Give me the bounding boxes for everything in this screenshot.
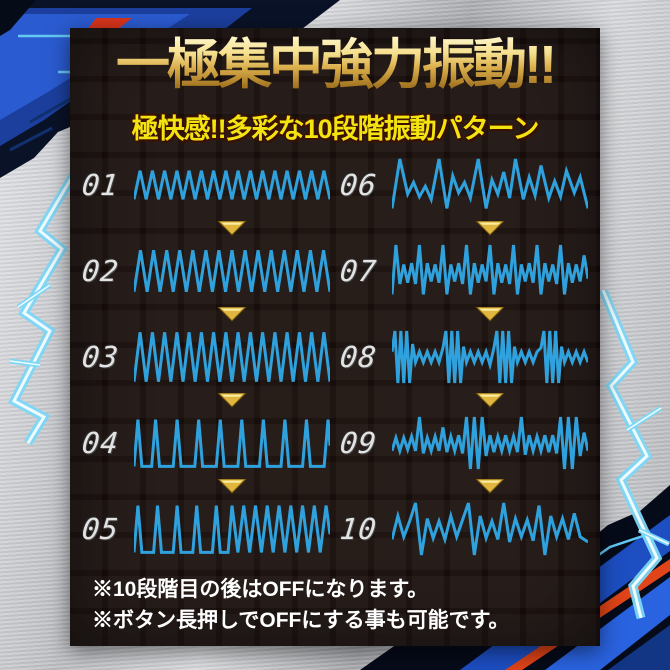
pattern-waveform bbox=[392, 157, 588, 213]
pattern-column-left: 01 02 03 04 05 bbox=[80, 154, 330, 560]
pattern-waveform bbox=[134, 329, 330, 385]
pattern-waveform bbox=[134, 243, 330, 299]
pattern-number: 06 bbox=[338, 168, 379, 202]
title-part-serif: 一極集中 bbox=[116, 35, 323, 95]
down-arrow-icon bbox=[340, 216, 588, 240]
pattern-number: 09 bbox=[338, 426, 379, 460]
down-arrow-icon bbox=[340, 388, 588, 412]
pattern-row: 02 bbox=[80, 240, 330, 302]
pattern-waveform bbox=[392, 415, 588, 471]
pattern-row: 05 bbox=[80, 498, 330, 560]
pattern-grid: 01 02 03 04 05 06 07 08 09 10 bbox=[70, 146, 600, 560]
pattern-waveform bbox=[134, 157, 330, 213]
subtitle: 極快感!!多彩な10段階振動パターン bbox=[131, 114, 540, 144]
pattern-number: 10 bbox=[338, 512, 379, 546]
lightning-bolt-left bbox=[7, 165, 82, 445]
down-arrow-icon bbox=[340, 302, 588, 326]
main-panel: 一極集中強力振動!! 極快感!!多彩な10段階振動パターン 01 02 03 04 05… bbox=[70, 28, 600, 646]
footnotes: ※10段階目の後はOFFになります。 ※ボタン長押しでOFFにする事も可能です。 bbox=[70, 560, 600, 636]
pattern-waveform bbox=[134, 415, 330, 471]
footnote-line-1: ※10段階目の後はOFFになります。 bbox=[92, 578, 429, 601]
pattern-row: 10 bbox=[338, 498, 588, 560]
pattern-number: 05 bbox=[80, 512, 121, 546]
down-arrow-icon bbox=[82, 388, 330, 412]
pattern-row: 08 bbox=[338, 326, 588, 388]
down-arrow-icon bbox=[82, 302, 330, 326]
pattern-number: 03 bbox=[80, 340, 121, 374]
pattern-waveform bbox=[134, 501, 330, 557]
down-arrow-icon bbox=[82, 474, 330, 498]
down-arrow-icon bbox=[340, 474, 588, 498]
pattern-row: 01 bbox=[80, 154, 330, 216]
pattern-row: 09 bbox=[338, 412, 588, 474]
title-part-gothic: 強力振動!! bbox=[320, 35, 557, 95]
pattern-number: 02 bbox=[80, 254, 121, 288]
pattern-row: 06 bbox=[338, 154, 588, 216]
pattern-row: 03 bbox=[80, 326, 330, 388]
footnote-line-2: ※ボタン長押しでOFFにする事も可能です。 bbox=[92, 609, 510, 632]
pattern-number: 04 bbox=[80, 426, 121, 460]
pattern-number: 07 bbox=[338, 254, 379, 288]
pattern-column-right: 06 07 08 09 10 bbox=[338, 154, 588, 560]
pattern-waveform bbox=[392, 329, 588, 385]
pattern-waveform bbox=[392, 243, 588, 299]
pattern-row: 04 bbox=[80, 412, 330, 474]
page-title: 一極集中強力振動!! bbox=[70, 34, 600, 110]
pattern-number: 01 bbox=[80, 168, 121, 202]
pattern-row: 07 bbox=[338, 240, 588, 302]
pattern-number: 08 bbox=[338, 340, 379, 374]
lightning-bolt-right bbox=[598, 290, 670, 620]
pattern-waveform bbox=[392, 501, 588, 557]
down-arrow-icon bbox=[82, 216, 330, 240]
